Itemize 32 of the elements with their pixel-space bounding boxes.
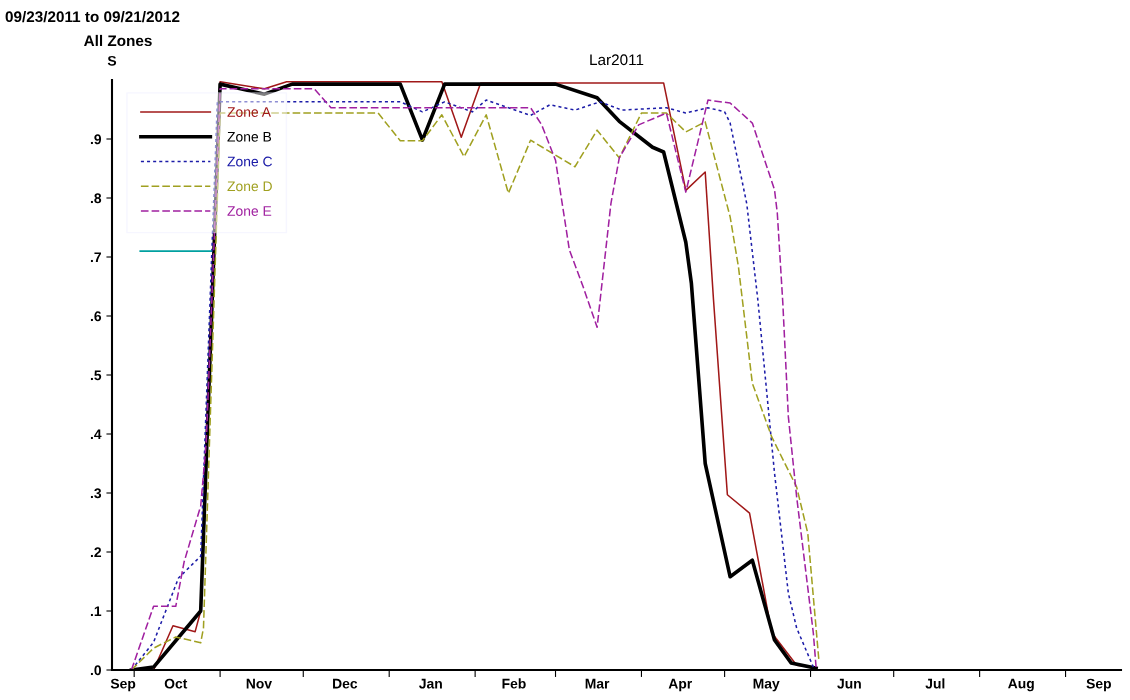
- x-tick-label: Dec: [333, 678, 358, 689]
- y-tick-label: .3: [90, 488, 102, 499]
- chart-title: Lar2011: [590, 54, 644, 66]
- text: 09/23/2011 to 09/21/2012: [5, 10, 180, 23]
- x-tick-label: Jul: [925, 678, 945, 689]
- y-tick-label: .8: [90, 193, 102, 204]
- x-tick-label: Sep: [1086, 678, 1111, 692]
- legend-label: Zone C: [227, 156, 273, 167]
- x-tick-label: Sep: [110, 678, 136, 692]
- legend-label: Zone D: [227, 181, 272, 192]
- y-tick-label: .5: [90, 370, 102, 381]
- x-tick-label: Apr: [668, 678, 693, 692]
- y-tick-label: .0: [90, 665, 102, 676]
- y-axis-title: S: [107, 55, 117, 66]
- legend-label: Zone A: [227, 107, 271, 117]
- x-tick-label: Feb: [502, 678, 526, 689]
- y-tick-label: .7: [90, 252, 101, 263]
- y-tick-label: .6: [90, 311, 102, 322]
- x-tick-label: Nov: [246, 678, 272, 689]
- x-tick-label: May: [753, 678, 780, 692]
- y-tick-label: .2: [90, 547, 102, 558]
- text: All Zones: [84, 34, 152, 47]
- x-tick-label: Jun: [837, 678, 861, 689]
- x-tick-label: Aug: [1008, 678, 1034, 692]
- legend-label: Zone E: [227, 206, 272, 216]
- x-tick-label: Mar: [585, 678, 610, 689]
- y-tick-label: .4: [90, 429, 102, 440]
- x-tick-label: Jan: [419, 678, 442, 689]
- y-tick-label: .9: [90, 134, 102, 145]
- x-tick-label: Oct: [164, 678, 188, 689]
- y-tick-label: .1: [90, 606, 102, 617]
- legend-label: Zone B: [227, 132, 272, 142]
